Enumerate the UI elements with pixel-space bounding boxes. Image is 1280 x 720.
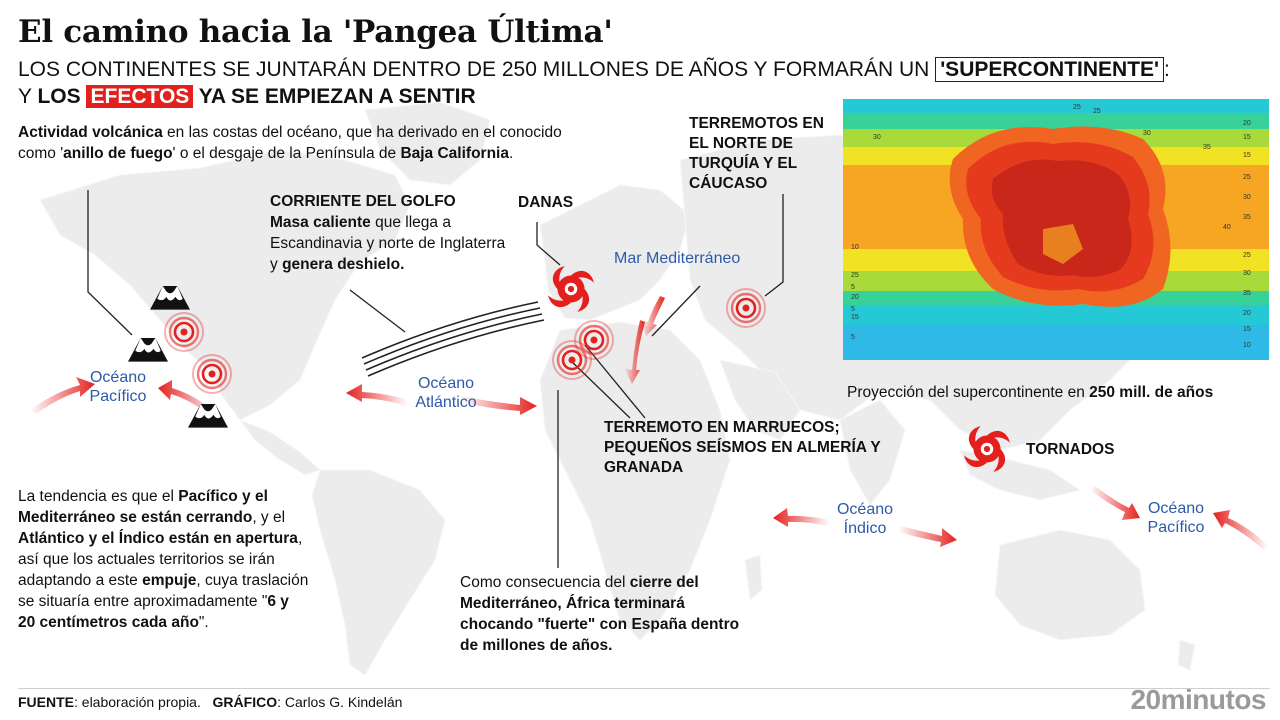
contour-label: 35 (1243, 214, 1251, 221)
footer: FUENTE: elaboración propia. GRÁFICO: Car… (18, 694, 403, 710)
india (839, 399, 906, 506)
contour-label: 35 (1203, 144, 1211, 151)
contour-label: 15 (851, 314, 859, 321)
volcanic-leader (87, 190, 133, 336)
turkey-earthquakes-label: TERREMOTOS EN EL NORTE DE TURQUÍA Y EL C… (689, 115, 824, 192)
contour-label: 30 (1143, 130, 1151, 137)
earthquake-icon (191, 353, 233, 395)
footer-divider (18, 688, 1270, 689)
morocco-leader-1 (584, 344, 646, 419)
madagascar (744, 554, 763, 601)
southeast-asia-islands (959, 449, 1082, 501)
earthquake-icon (725, 287, 767, 329)
south-america (311, 469, 446, 676)
contour-label: 25 (851, 272, 859, 279)
earthquake-icon (573, 319, 615, 361)
earthquake-icon (163, 311, 205, 353)
arrow-indian-left (773, 508, 830, 527)
subtitle-line-2: Y LOS EFECTOS YA SE EMPIEZAN A SENTIR (18, 85, 476, 108)
gulf-stream-note: Masa caliente que llega a Escandinavia y… (270, 214, 506, 273)
turkey-leader (764, 194, 784, 297)
contour-label: 15 (1243, 134, 1251, 141)
atlantic-ocean-label: Océano Atlántico (415, 375, 477, 411)
new-zealand (1177, 639, 1196, 671)
morocco-earthquake-label: TERREMOTO EN MARRUECOS; PEQUEÑOS SEÍSMOS… (604, 419, 881, 476)
contour-label: 25 (1073, 104, 1081, 111)
contour-label: 5 (851, 284, 855, 291)
contour-label: 20 (1243, 310, 1251, 317)
earthquake-icon (551, 339, 593, 381)
effects-highlight: EFECTOS (86, 85, 194, 108)
supercontinent-projection-map: 25 25 30 30 35 20 15 15 25 30 35 40 10 5 5 25 30 35 25 20 15… (843, 99, 1269, 360)
danas-label: DANAS (518, 194, 574, 211)
greenland (364, 101, 491, 186)
australia (994, 529, 1146, 641)
subtitle: LOS CONTINENTES SE JUNTARÁN DENTRO DE 25… (18, 56, 1170, 110)
mediterranean-leader (651, 285, 701, 337)
gulf-stream-lines (361, 301, 545, 377)
volcano-icon (188, 404, 228, 428)
contour-label: 5 (851, 306, 855, 313)
contour-label: 25 (1243, 174, 1251, 181)
arrow-pacific-right-2 (1213, 510, 1268, 550)
mediterranean-sea-label: Mar Mediterráneo (614, 250, 741, 267)
pacific-ocean-left-label: Océano Pacífico (89, 369, 147, 405)
page-title: El camino hacia la 'Pangea Última' (18, 14, 613, 50)
contour-label: 30 (1243, 270, 1251, 277)
contour-label: 35 (1243, 290, 1251, 297)
arrow-mediterranean-2 (624, 320, 645, 384)
gulf-stream-heading: CORRIENTE DEL GOLFO (270, 193, 456, 210)
contour-label: 30 (1243, 194, 1251, 201)
contour-label: 20 (1243, 120, 1251, 127)
brand-logo: 20minutos (1130, 684, 1266, 715)
north-america (39, 149, 411, 421)
contour-label: 15 (1243, 152, 1251, 159)
indian-ocean-label: Océano Índico (836, 501, 894, 537)
subtitle-line-1: LOS CONTINENTES SE JUNTARÁN DENTRO DE 25… (18, 57, 1170, 82)
contour-label: 25 (1093, 108, 1101, 115)
arrow-pacific-left-1 (30, 377, 95, 414)
arrow-pacific-right-1 (1090, 486, 1140, 520)
pacific-ocean-right-label: Océano Pacífico (1147, 500, 1205, 536)
volcanic-activity-note: Actividad volcánica en las costas del oc… (18, 124, 562, 162)
africa-collision-note: Como consecuencia del cierre del Mediter… (460, 574, 740, 654)
contour-label: 10 (1243, 342, 1251, 349)
tornados-label: TORNADOS (1026, 441, 1115, 458)
arrow-indian-right (898, 526, 957, 547)
supercontinent-caption: Proyección del supercontinente en 250 mi… (847, 384, 1214, 401)
supercontinent-box: 'SUPERCONTINENTE' (935, 57, 1165, 82)
contour-label: 10 (851, 244, 859, 251)
gulf-leader (349, 289, 406, 333)
leader-lines (87, 190, 784, 568)
contour-label: 25 (1243, 252, 1251, 259)
arrow-atlantic-left (346, 384, 408, 406)
volcano-icon (128, 338, 168, 362)
arrow-atlantic-right (460, 396, 537, 415)
contour-label: 20 (851, 294, 859, 301)
danas-leader (536, 222, 561, 266)
contour-label: 30 (873, 134, 881, 141)
contour-label: 40 (1223, 224, 1231, 231)
central-america (238, 418, 321, 476)
contour-label: 5 (851, 334, 855, 341)
trend-paragraph: La tendencia es que el Pacífico y el Med… (18, 488, 309, 631)
arrow-mediterranean (641, 296, 665, 336)
arabia (719, 359, 801, 441)
morocco-leader-2 (569, 359, 631, 419)
contour-label: 15 (1243, 326, 1251, 333)
